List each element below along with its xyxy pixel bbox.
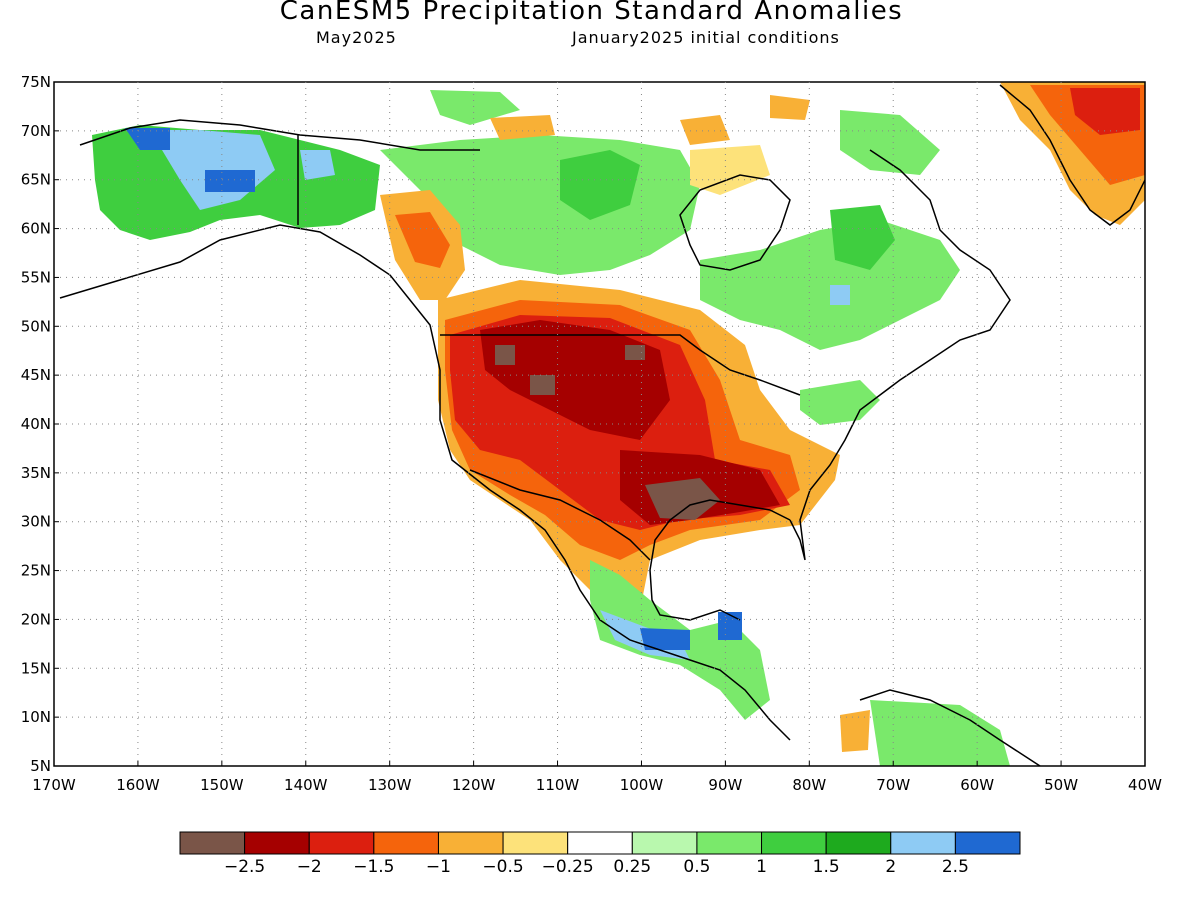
lat-tick-label: 70N	[21, 122, 51, 140]
anomaly-plains-severe	[480, 320, 780, 525]
coastline-alaska-north	[79, 119, 480, 151]
colorbar-swatch	[631, 831, 698, 855]
plot-area	[59, 82, 1145, 766]
lon-tick-label: 80W	[792, 776, 826, 794]
colorbar-swatch	[761, 831, 827, 855]
colorbar: −2.5 −2 −1.5 −1 −0.5 −0.25 0.25 0.5 1 1.5 2 2.5	[179, 831, 1021, 877]
colorbar-label: 0.25	[613, 857, 651, 877]
border-us-mexico	[469, 469, 651, 561]
lat-tick-label: 5N	[30, 757, 51, 775]
axis-ticks: 75N 70N 65N 60N 55N 50N 45N 40N 35N 30N 25N 20N 15N 1…	[21, 73, 1162, 794]
lat-tick-label: 40N	[21, 415, 51, 433]
lon-tick-label: 110W	[536, 776, 580, 794]
lat-tick-label: 45N	[21, 366, 51, 384]
colorbar-label: −2	[297, 857, 322, 877]
colorbar-swatch	[244, 831, 310, 855]
coastline-north-america	[59, 224, 791, 741]
lat-tick-label: 30N	[21, 513, 51, 531]
coastline-east	[789, 149, 1011, 561]
lat-tick-label: 65N	[21, 171, 51, 189]
lat-tick-label: 20N	[21, 610, 51, 628]
lat-tick-label: 50N	[21, 317, 51, 335]
anomaly-southamerica-wet	[870, 700, 1010, 766]
coastline-gulf	[649, 499, 791, 621]
colorbar-label: 2.5	[942, 857, 969, 877]
lon-tick-label: 130W	[368, 776, 412, 794]
colorbar-swatch	[308, 831, 375, 855]
anomaly-quebec-dark	[830, 205, 895, 270]
anomaly-canada-dark-green	[560, 150, 640, 220]
lat-tick-label: 60N	[21, 220, 51, 238]
valid-month: May2025	[316, 28, 397, 47]
coastline-greenland	[999, 84, 1145, 226]
lon-tick-label: 150W	[200, 776, 244, 794]
lat-tick-label: 55N	[21, 268, 51, 286]
anomaly-mexico-blue	[640, 612, 742, 650]
colorbar-swatch	[825, 831, 892, 855]
anomaly-greenland-red	[1070, 88, 1140, 135]
anomaly-fields	[92, 82, 1145, 766]
anomaly-yukon-light	[300, 150, 335, 180]
anomaly-southamerica-dry	[840, 710, 870, 752]
coastline-hudson	[679, 174, 791, 271]
anomaly-northeast-wet	[800, 380, 880, 425]
lon-tick-label: 170W	[32, 776, 76, 794]
lat-tick-label: 10N	[21, 708, 51, 726]
colorbar-label: −1.5	[353, 857, 394, 877]
coastlines	[59, 84, 1145, 766]
colorbar-swatch	[373, 831, 439, 855]
lon-tick-label: 90W	[708, 776, 742, 794]
anomaly-arctic-dry	[490, 95, 810, 145]
lon-tick-label: 100W	[620, 776, 664, 794]
colorbar-swatch	[954, 831, 1021, 855]
graticule	[54, 82, 1145, 766]
anomaly-labrador-light	[830, 285, 850, 305]
colorbar-swatch	[437, 831, 504, 855]
colorbar-label: −2.5	[224, 857, 265, 877]
anomaly-baffin-green	[840, 110, 940, 175]
lat-tick-label: 25N	[21, 562, 51, 580]
lon-tick-label: 40W	[1128, 776, 1162, 794]
lon-tick-label: 70W	[876, 776, 910, 794]
lon-tick-label: 120W	[452, 776, 496, 794]
colorbar-swatch	[890, 831, 956, 855]
colorbar-label: −0.25	[542, 857, 594, 877]
initial-conditions: January2025 initial conditions	[572, 28, 840, 47]
anomaly-arctic-green	[430, 90, 520, 125]
lon-tick-label: 50W	[1044, 776, 1078, 794]
colorbar-label: 2	[885, 857, 896, 877]
anomaly-alaska-blue	[125, 128, 255, 192]
colorbar-label: 0.5	[683, 857, 710, 877]
anomaly-extreme	[495, 345, 720, 520]
lon-tick-label: 140W	[284, 776, 328, 794]
lat-tick-label: 35N	[21, 464, 51, 482]
border-us-canada	[440, 334, 801, 396]
lat-tick-label: 15N	[21, 659, 51, 677]
coastline-southamerica	[859, 689, 1041, 766]
colorbar-swatch	[502, 831, 569, 855]
lon-tick-label: 160W	[116, 776, 160, 794]
lat-tick-label: 75N	[21, 73, 51, 91]
colorbar-swatch	[696, 831, 763, 855]
colorbar-label: 1.5	[813, 857, 840, 877]
colorbar-label: −1	[426, 857, 451, 877]
anomaly-hudson-dry	[690, 145, 770, 195]
colorbar-label: 1	[756, 857, 767, 877]
colorbar-swatch	[567, 831, 633, 855]
map-title: CanESM5 Precipitation Standard Anomalies	[279, 0, 904, 26]
colorbar-label: −0.5	[482, 857, 523, 877]
anomaly-bc-orange	[395, 212, 450, 268]
lon-tick-label: 60W	[960, 776, 994, 794]
colorbar-swatch	[179, 831, 246, 855]
